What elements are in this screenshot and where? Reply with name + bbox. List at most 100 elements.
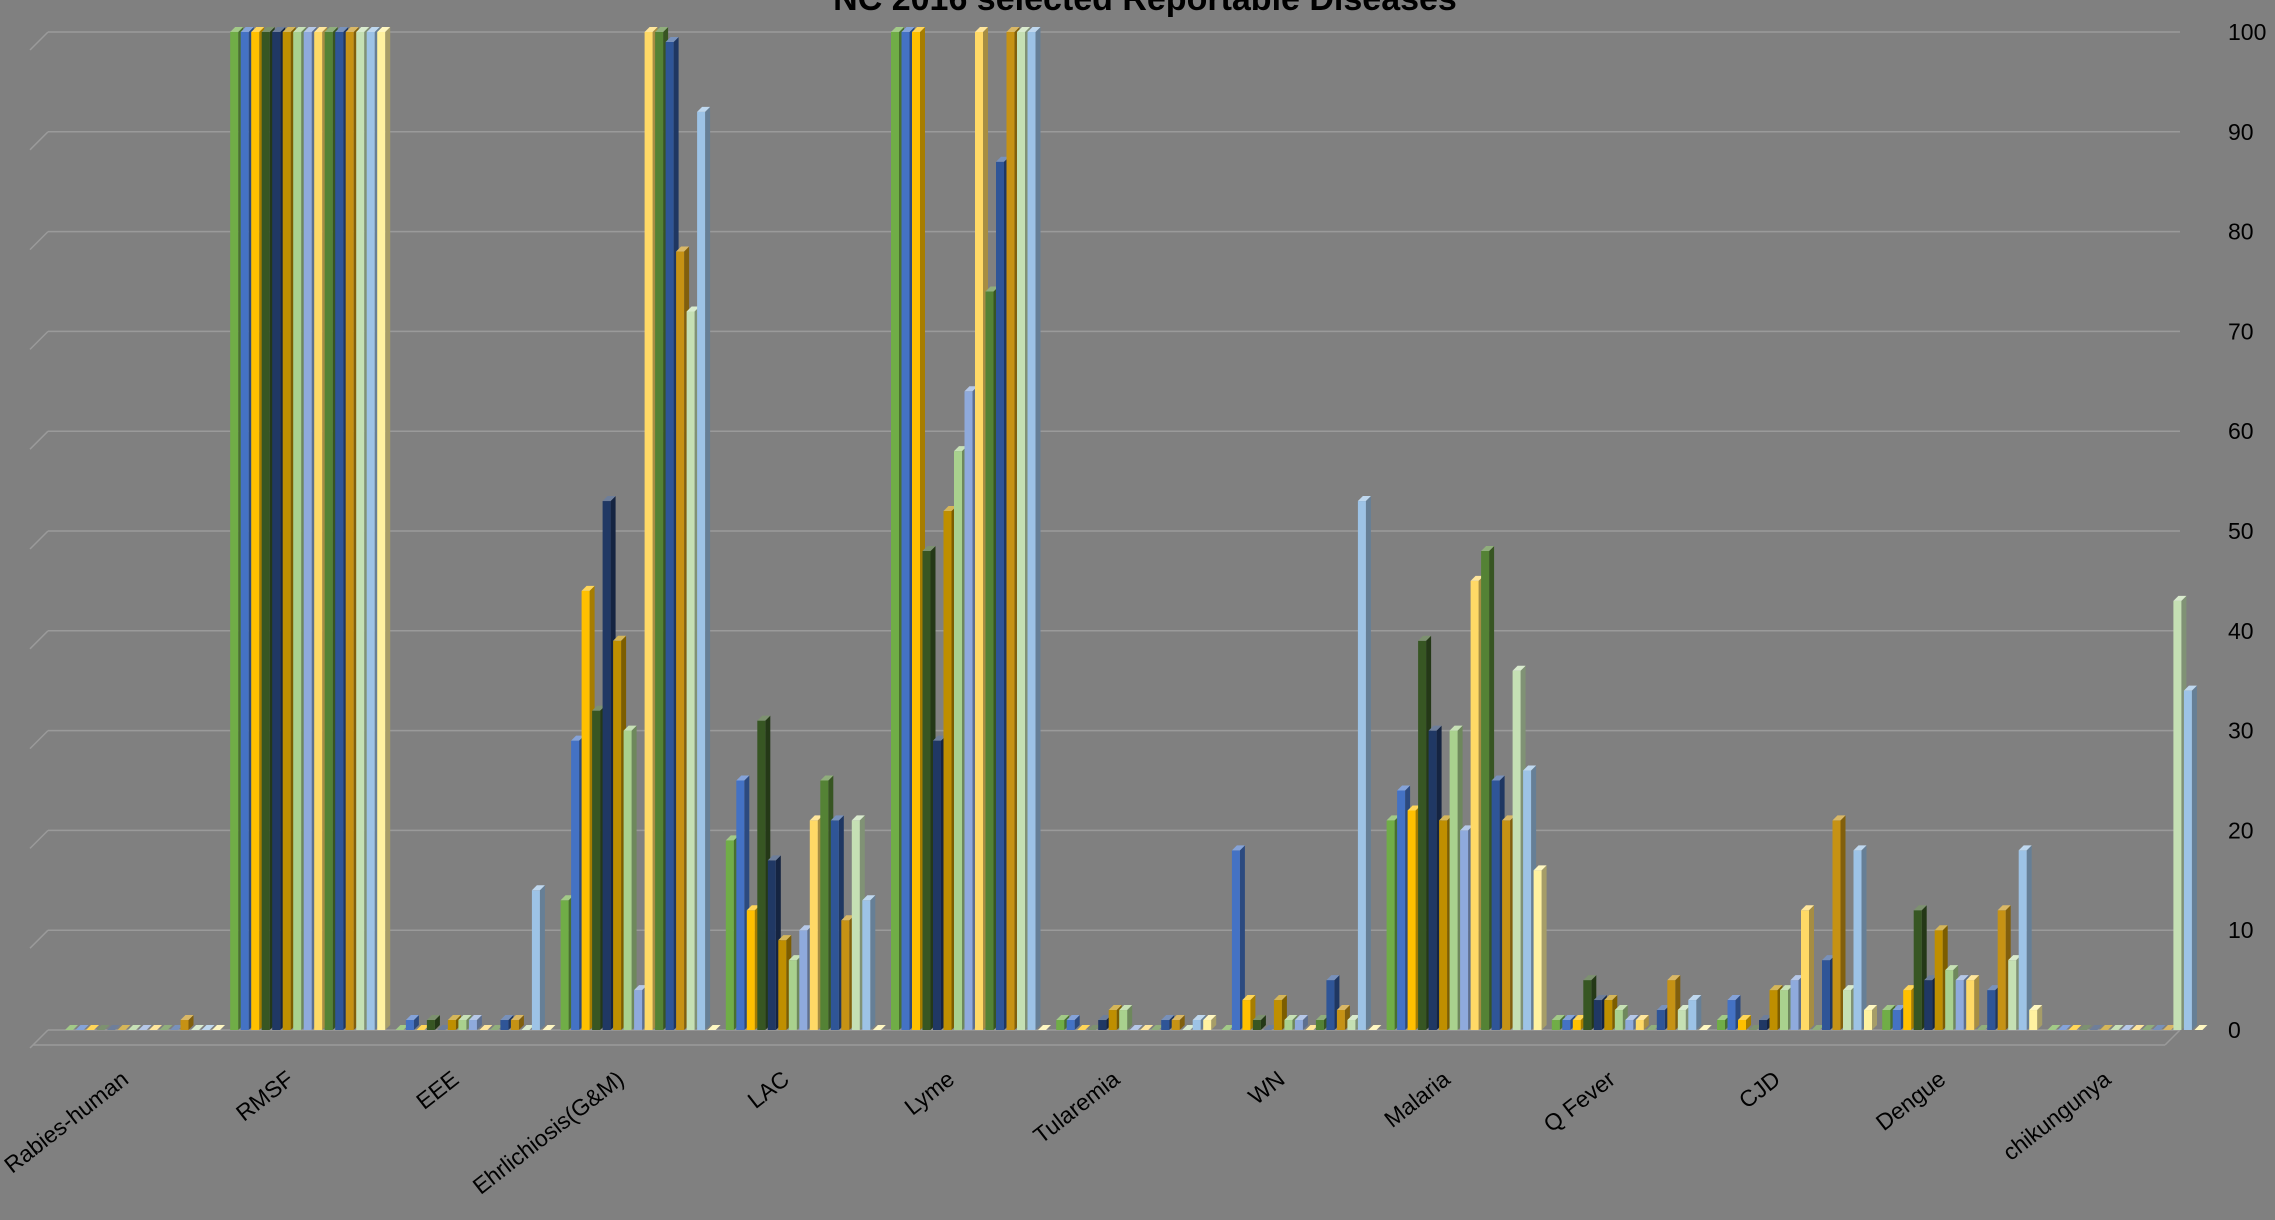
x-tick-label: Rabies-human — [0, 1065, 133, 1178]
bar — [1368, 1025, 1382, 1031]
bar — [2029, 1005, 2043, 1030]
bar — [542, 1025, 556, 1031]
x-axis-categories: Rabies-human RMSF EEE Ehrlichiosis(G&M) LAC L… — [0, 1065, 2116, 1199]
gridlines — [29, 31, 2181, 1049]
bar — [1853, 845, 1867, 1030]
y-tick-label: 80 — [2228, 219, 2254, 245]
gridline-side — [29, 530, 49, 550]
bar — [1966, 975, 1980, 1030]
bar — [1294, 1015, 1308, 1030]
bar — [1140, 1025, 1154, 1031]
y-tick-label: 0 — [2228, 1017, 2241, 1043]
bar — [1252, 1015, 1266, 1030]
bar — [531, 885, 545, 1030]
bar — [707, 1025, 721, 1031]
bar — [377, 27, 391, 1030]
bar — [212, 1025, 225, 1031]
gridline-side — [29, 231, 49, 251]
bar — [2110, 1025, 2124, 1031]
bar — [2057, 1025, 2071, 1031]
gridline-side — [29, 31, 49, 51]
y-tick-label: 90 — [2228, 119, 2254, 145]
chart-title: NC 2016 selected Reportable Diseases — [833, 0, 1457, 18]
bars — [65, 27, 2208, 1031]
bar — [489, 1025, 503, 1031]
bar — [479, 1025, 493, 1031]
bar — [1305, 1025, 1319, 1031]
gridline-side — [29, 330, 49, 350]
bar — [149, 1025, 162, 1031]
bar — [2162, 1025, 2176, 1031]
bar — [1077, 1025, 1091, 1031]
bar — [2152, 1025, 2166, 1031]
bar — [128, 1025, 141, 1031]
bar — [872, 1025, 886, 1031]
bar — [1038, 1025, 1051, 1031]
bar — [191, 1025, 204, 1031]
bar — [138, 1025, 152, 1031]
bar — [510, 1015, 524, 1030]
bar — [1688, 995, 1702, 1030]
bar — [697, 106, 711, 1031]
bar — [2120, 1025, 2134, 1031]
bar — [416, 1025, 430, 1031]
x-tick-label: Dengue — [1871, 1065, 1951, 1135]
y-tick-label: 100 — [2228, 19, 2266, 45]
bar — [2141, 1025, 2155, 1031]
bar — [65, 1025, 78, 1031]
bar — [405, 1015, 419, 1030]
y-tick-label: 60 — [2228, 418, 2254, 444]
bar — [1533, 865, 1547, 1030]
bar — [623, 725, 637, 1030]
gridline-side — [29, 730, 49, 750]
y-tick-label: 30 — [2228, 718, 2254, 744]
bar — [1119, 1005, 1133, 1030]
x-tick-label: Tularemia — [1028, 1065, 1124, 1148]
gridline-side — [29, 131, 49, 151]
x-tick-label: Ehrlichiosis(G&M) — [468, 1065, 629, 1199]
bar — [2018, 845, 2032, 1030]
bar — [2068, 1025, 2082, 1031]
bar — [1832, 815, 1846, 1030]
bar — [1231, 845, 1245, 1030]
bar — [426, 1015, 440, 1030]
gridline-side — [29, 430, 49, 450]
bar — [1066, 1015, 1080, 1030]
bar — [201, 1025, 215, 1031]
bar — [1635, 1015, 1649, 1030]
y-tick-label: 20 — [2228, 817, 2254, 843]
bar — [86, 1025, 99, 1031]
bar — [2131, 1025, 2145, 1031]
x-tick-label: LAC — [743, 1065, 794, 1113]
x-tick-label: CJD — [1734, 1065, 1785, 1113]
bar — [1027, 27, 1041, 1030]
bar — [1646, 1025, 1660, 1031]
bar — [1263, 1025, 1277, 1031]
bar — [1357, 496, 1371, 1030]
bar — [75, 1025, 89, 1031]
bar — [96, 1025, 110, 1031]
bar — [107, 1025, 120, 1031]
bar — [468, 1015, 482, 1030]
bar — [2078, 1025, 2092, 1031]
x-tick-label: chikungunya — [1998, 1065, 2116, 1165]
bar — [1748, 1025, 1762, 1031]
y-tick-label: 70 — [2228, 318, 2254, 344]
bar — [2089, 1025, 2103, 1031]
bar — [1698, 1025, 1712, 1031]
x-tick-label: EEE — [411, 1065, 463, 1114]
bar — [1221, 1025, 1235, 1031]
bar — [1203, 1015, 1217, 1030]
y-tick-label: 40 — [2228, 618, 2254, 644]
bar — [2183, 685, 2197, 1030]
bar — [395, 1025, 409, 1031]
bar — [1150, 1025, 1164, 1031]
bar — [2099, 1025, 2113, 1031]
bar — [437, 1025, 451, 1031]
y-axis-ticks: 0 10 20 30 40 50 60 70 80 90 100 — [2228, 19, 2266, 1043]
y-tick-label: 50 — [2228, 518, 2254, 544]
floor-edge — [2164, 1029, 2181, 1046]
bar — [2047, 1025, 2061, 1031]
